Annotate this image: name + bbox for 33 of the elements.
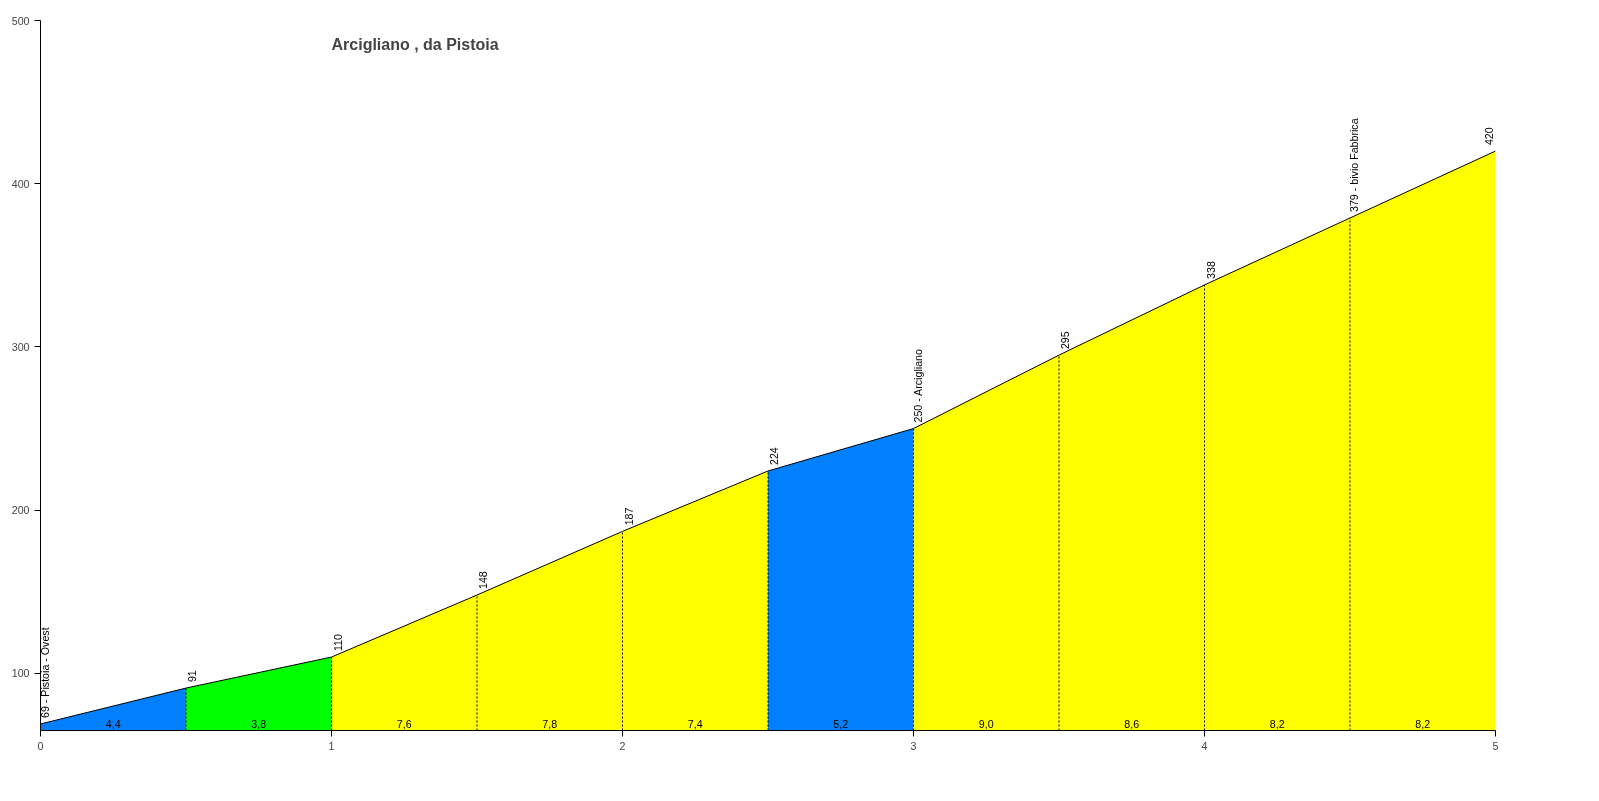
annotation: 8,2 (1269, 717, 1285, 730)
data-label: 148 (477, 571, 489, 590)
data-label: 69 - Pistoia - Ovest (38, 627, 51, 718)
x-tick-label: 3 (910, 739, 917, 752)
data-label: 250 - Arcigliano (911, 349, 924, 423)
y-tick-label: 200 (11, 504, 30, 517)
annotation: 7,8 (542, 717, 558, 730)
y-tick-label: 300 (11, 340, 30, 353)
x-tick-label: 1 (328, 739, 335, 752)
x-tick-label: 5 (1492, 739, 1499, 752)
annotation: 5,2 (833, 717, 849, 730)
data-label: 187 (622, 507, 635, 526)
data-label: 338 (1204, 261, 1217, 279)
y-tick-label: 400 (11, 177, 30, 190)
x-tick-label: 0 (37, 739, 44, 752)
annotation: 4,4 (105, 717, 121, 730)
x-tick-label: 4 (1201, 739, 1208, 752)
data-label: 91 (186, 670, 198, 683)
x-tick-label: 2 (619, 739, 626, 752)
annotation: 7,6 (396, 717, 412, 730)
data-label: 224 (768, 447, 780, 465)
data-label: 295 (1059, 331, 1071, 350)
text: Arcigliano , da Pistoia (331, 35, 499, 53)
y-tick-label: 100 (11, 667, 30, 680)
annotation: 8,6 (1124, 717, 1140, 730)
data-label: 110 (331, 633, 344, 652)
annotation: 7,4 (687, 717, 703, 730)
annotation: 9,0 (978, 717, 994, 730)
annotation: 3,8 (251, 717, 267, 730)
annotation: 8,2 (1415, 717, 1431, 730)
data-label: 420 (1482, 127, 1495, 146)
data-label: 379 - bivio Fabbrica (1348, 118, 1360, 212)
y-tick-label: 500 (11, 14, 30, 27)
